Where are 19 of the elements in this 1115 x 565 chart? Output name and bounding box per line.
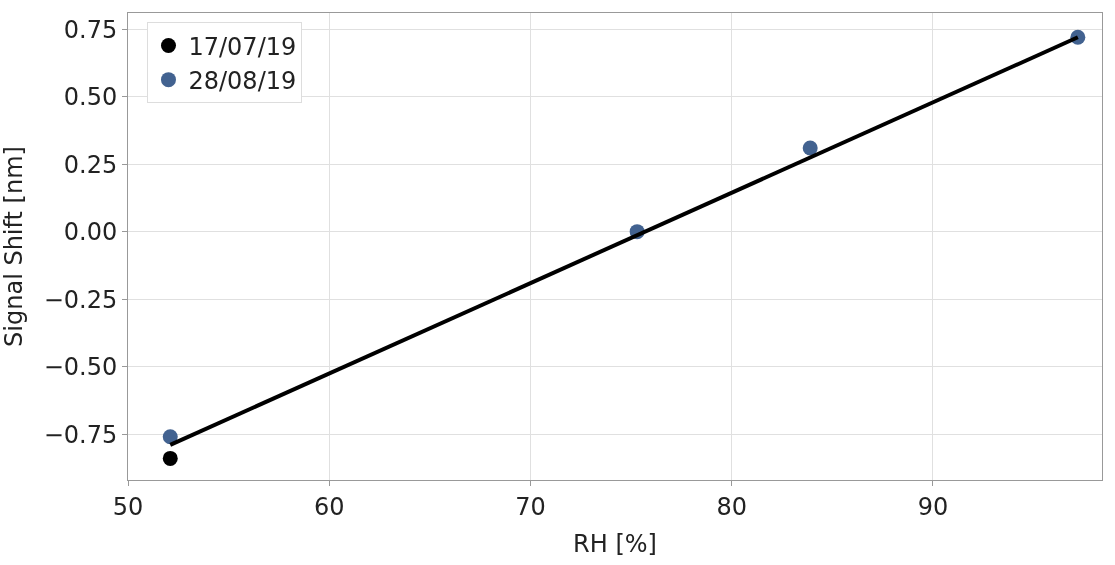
x-tick-label: 90 (917, 492, 949, 521)
y-tick-label: 0.25 (63, 150, 118, 179)
legend-label: 28/08/19 (188, 67, 297, 95)
y-axis-title: Signal Shift [nm] (0, 146, 28, 347)
y-tick-label: −0.25 (43, 285, 118, 314)
x-tick-label: 70 (515, 492, 546, 521)
y-tick-label: −0.50 (43, 353, 118, 382)
y-tick-label: 0.75 (63, 15, 118, 44)
point (162, 450, 178, 466)
point (802, 140, 818, 156)
x-tick-label: 50 (112, 492, 144, 521)
point (162, 429, 178, 445)
x-tick-label: 60 (313, 492, 345, 521)
x-axis-title: RH [%] (573, 530, 657, 559)
y-tick-label: −0.75 (43, 420, 118, 449)
y-tick-label: 0.50 (63, 83, 118, 112)
x-tick-label: 80 (716, 492, 747, 521)
legend-label: 17/07/19 (188, 32, 297, 61)
y-tick-label: 0.00 (63, 218, 118, 247)
